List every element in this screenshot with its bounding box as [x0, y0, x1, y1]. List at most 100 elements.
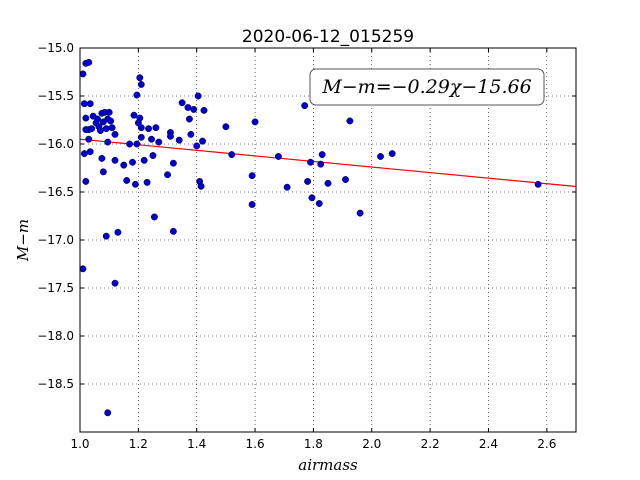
data-point — [82, 126, 90, 134]
y-tick-label: −18.5 — [37, 377, 74, 391]
data-point — [187, 130, 195, 138]
data-point — [169, 227, 177, 235]
x-tick-label: 2.6 — [537, 437, 556, 451]
chart-title: 2020-06-12_015259 — [242, 27, 414, 47]
data-point — [155, 138, 163, 146]
annotation-box-frame — [309, 68, 545, 106]
data-point — [356, 209, 364, 217]
data-point — [130, 111, 138, 119]
data-point — [98, 154, 106, 162]
data-point — [193, 142, 201, 150]
data-point — [318, 151, 326, 159]
data-point — [197, 182, 205, 190]
data-point — [96, 127, 104, 135]
data-point — [346, 117, 354, 125]
data-point — [194, 92, 202, 100]
data-point — [342, 176, 349, 183]
data-point — [85, 135, 93, 143]
x-tick-label: 1.4 — [187, 437, 206, 451]
data-point — [85, 58, 93, 66]
data-point — [377, 153, 384, 160]
x-tick-label: 1.6 — [246, 437, 265, 451]
data-point — [79, 265, 87, 273]
data-point — [149, 152, 157, 159]
data-point — [136, 74, 144, 82]
data-point — [137, 81, 145, 88]
data-point — [137, 133, 145, 141]
data-point — [104, 138, 112, 146]
data-point — [82, 114, 90, 122]
data-point — [120, 161, 128, 169]
data-point — [152, 124, 160, 132]
annotation-box: M−m=−0.29χ−15.66 — [309, 68, 545, 106]
data-point — [88, 125, 96, 133]
data-point — [304, 177, 312, 185]
data-point — [185, 115, 193, 123]
x-tick-label: 2.2 — [421, 437, 440, 451]
annotation-text: M−m=−0.29χ−15.66 — [321, 76, 531, 98]
data-point — [166, 132, 174, 140]
data-point — [137, 124, 145, 132]
data-point — [307, 158, 314, 166]
y-tick-label: −16.0 — [37, 137, 74, 151]
data-point — [222, 123, 230, 131]
data-point — [324, 179, 332, 187]
data-point — [107, 117, 115, 125]
data-point — [169, 159, 177, 167]
data-point — [248, 201, 256, 208]
x-axis-label: airmass — [298, 456, 358, 474]
data-point — [94, 115, 101, 123]
grid-layer — [79, 47, 576, 432]
data-point — [308, 194, 316, 202]
points-layer — [79, 58, 542, 417]
data-point — [86, 148, 94, 156]
y-axis-label: M−m — [14, 219, 32, 262]
data-point — [123, 177, 131, 184]
data-point — [131, 180, 139, 188]
x-tick-label: 2.0 — [362, 437, 381, 451]
x-tick-label: 1.2 — [129, 437, 148, 451]
data-point — [140, 156, 148, 164]
data-point — [315, 200, 323, 207]
data-point — [534, 180, 542, 188]
data-point — [111, 130, 119, 138]
data-point — [200, 106, 208, 114]
data-point — [79, 70, 87, 78]
data-point — [283, 183, 291, 191]
data-point — [199, 137, 206, 145]
data-point — [102, 232, 110, 240]
data-point — [148, 135, 155, 143]
data-point — [102, 125, 110, 133]
data-point — [99, 168, 107, 176]
data-point — [104, 409, 112, 417]
data-point — [80, 100, 88, 108]
x-tick-label: 2.4 — [479, 437, 498, 451]
data-point — [114, 228, 122, 236]
data-point — [105, 108, 113, 116]
y-tick-label: −17.0 — [37, 233, 74, 247]
data-point — [133, 91, 141, 99]
data-point — [129, 158, 136, 166]
data-point — [178, 99, 186, 107]
data-point — [143, 178, 151, 186]
data-point — [184, 104, 192, 111]
data-point — [317, 160, 325, 168]
data-point — [248, 172, 256, 180]
data-point — [164, 171, 171, 179]
data-point — [145, 125, 153, 133]
data-point — [108, 124, 116, 132]
data-point — [301, 102, 309, 110]
fit-line — [79, 138, 577, 188]
data-point — [126, 140, 134, 148]
data-point — [80, 150, 88, 158]
data-point — [190, 105, 198, 113]
y-tick-label: −18.0 — [37, 329, 74, 343]
ticks-layer: 1.0 1.2 1.4 1.6 1.8 2.0 2.2 2.4 2.6 −15.0 −15.5 −16… — [37, 41, 576, 451]
data-point — [82, 177, 90, 185]
data-point — [133, 140, 141, 148]
y-tick-label: −15.5 — [37, 89, 74, 103]
data-point — [388, 150, 396, 158]
data-point — [228, 151, 236, 159]
data-point — [111, 279, 119, 287]
